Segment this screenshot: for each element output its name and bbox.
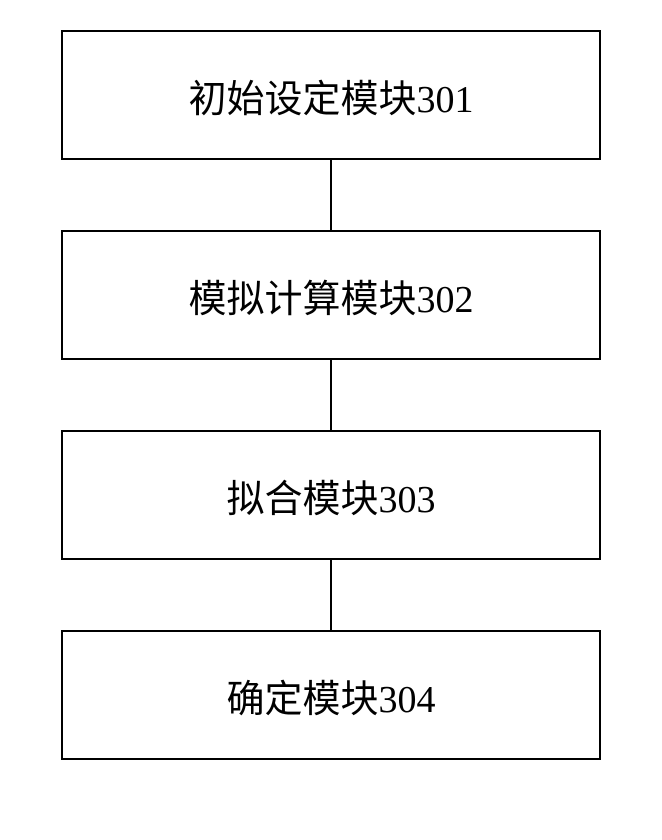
- flowchart-container: 初始设定模块301 模拟计算模块302 拟合模块303 确定模块304: [61, 30, 601, 760]
- node-label: 模拟计算模块302: [188, 268, 473, 323]
- flowchart-edge-3: [330, 560, 332, 630]
- node-label: 确定模块304: [226, 668, 435, 723]
- node-label: 拟合模块303: [226, 468, 435, 523]
- flowchart-node-4: 确定模块304: [61, 630, 601, 760]
- flowchart-node-3: 拟合模块303: [61, 430, 601, 560]
- flowchart-node-1: 初始设定模块301: [61, 30, 601, 160]
- flowchart-edge-2: [330, 360, 332, 430]
- flowchart-node-2: 模拟计算模块302: [61, 230, 601, 360]
- flowchart-edge-1: [330, 160, 332, 230]
- node-label: 初始设定模块301: [188, 68, 473, 123]
